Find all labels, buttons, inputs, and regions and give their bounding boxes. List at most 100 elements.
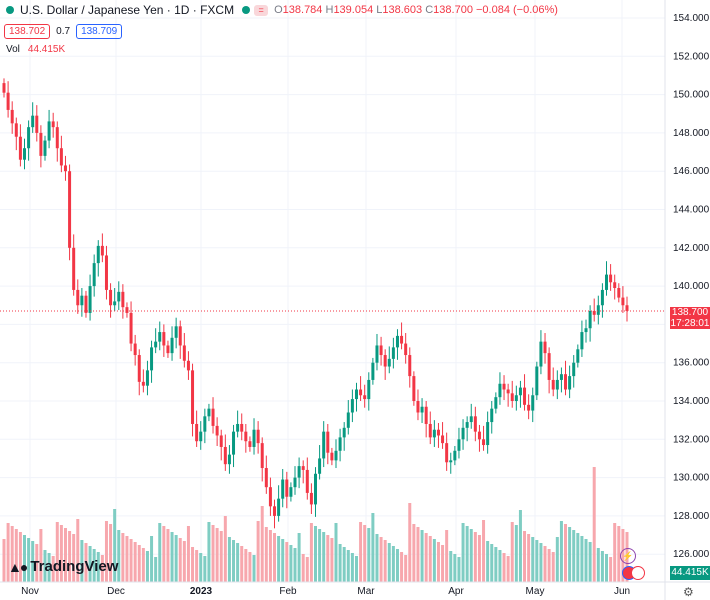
candle-body — [314, 473, 317, 505]
candle-body — [625, 305, 629, 311]
candle-body — [342, 427, 346, 438]
ohlc-values: O138.784 H139.054 L138.603 C138.700 −0.0… — [274, 4, 558, 16]
candle-body — [219, 435, 223, 447]
volume-bar — [596, 548, 600, 582]
sell-button[interactable]: 138.702 — [4, 24, 51, 39]
volume-bar — [535, 540, 539, 582]
candle-body — [551, 379, 555, 390]
volume-bar — [43, 550, 47, 582]
volume-bar — [227, 537, 231, 582]
candle-body — [387, 358, 391, 367]
candle-body — [256, 429, 260, 444]
candle-body — [31, 115, 35, 128]
candle-body — [100, 245, 104, 256]
buy-button[interactable]: 138.709 — [76, 24, 123, 39]
candle-body — [236, 423, 240, 432]
volume-bar — [133, 542, 137, 582]
tradingview-mark-icon: ▲● — [8, 558, 28, 575]
volume-bar — [359, 522, 363, 582]
volume-bar — [490, 544, 494, 582]
volume-bar — [486, 541, 490, 582]
candle-body — [354, 389, 358, 400]
time-axis-label: Apr — [448, 586, 464, 597]
candle-body — [559, 374, 563, 380]
volume-bar — [609, 557, 613, 582]
volume-bar — [387, 543, 391, 582]
volume-bar — [494, 547, 498, 582]
candle-body — [613, 282, 617, 289]
volume-bar — [154, 557, 158, 582]
candle-body — [605, 274, 609, 290]
volume-bar — [170, 532, 174, 582]
candle-body — [191, 370, 195, 424]
lightning-icon[interactable]: ⚡ — [620, 548, 636, 564]
candle-body — [285, 479, 289, 497]
candle-body — [395, 335, 399, 348]
candle-body — [6, 92, 10, 110]
volume-bar — [617, 526, 621, 582]
candle-body — [371, 362, 375, 380]
candle-body — [420, 406, 424, 413]
candle-body — [203, 416, 207, 432]
candle-body — [400, 335, 404, 344]
volume-bar — [346, 550, 350, 582]
volume-bar — [268, 530, 272, 582]
candle-body — [531, 395, 535, 411]
volume-bar — [211, 525, 215, 582]
volume-bar — [195, 550, 199, 582]
volume-bar — [416, 527, 420, 582]
volume-bar — [27, 538, 31, 582]
volume-bar — [564, 524, 568, 582]
volume-bar — [18, 532, 22, 582]
candle-body — [363, 395, 367, 400]
candle-body — [391, 347, 395, 359]
volume-bar — [219, 531, 223, 582]
volume-bar — [236, 543, 240, 582]
jp-flag-icon[interactable] — [631, 566, 645, 580]
volume-bar — [158, 523, 162, 582]
candle-body — [465, 422, 469, 428]
volume-bar — [477, 535, 481, 582]
volume-bar — [14, 529, 18, 582]
volume-bar — [2, 539, 6, 582]
candle-body — [424, 406, 428, 424]
compare-icon[interactable]: = — [254, 4, 269, 16]
market-open-icon — [242, 6, 251, 14]
volume-bar — [121, 533, 125, 582]
volume-bar — [605, 554, 609, 582]
volume-bar — [592, 467, 596, 582]
volume-bar — [264, 527, 268, 582]
candle-body — [43, 140, 47, 156]
volume-bar — [428, 536, 432, 582]
volume-bar — [383, 540, 387, 582]
volume-bar — [203, 556, 207, 582]
candle-body — [436, 429, 440, 436]
candle-body — [588, 310, 592, 329]
volume-bar — [531, 537, 535, 582]
candle-body — [211, 408, 215, 426]
candle-body — [416, 401, 420, 413]
volume-bar — [555, 537, 559, 582]
volume-bar — [588, 542, 592, 582]
candle-body — [158, 332, 162, 342]
volume-bar — [309, 523, 313, 582]
candle-body — [490, 408, 494, 423]
candle-body — [547, 353, 551, 380]
volume-bar — [240, 546, 244, 582]
volume-bar — [150, 536, 154, 582]
symbol-title[interactable]: U.S. Dollar / Japanese Yen · 1D · FXCM — [20, 3, 235, 17]
volume-bar — [539, 543, 543, 582]
volume-bar — [248, 552, 252, 582]
candle-body — [150, 347, 154, 371]
tradingview-logo[interactable]: ▲● TradingView — [8, 558, 119, 575]
candle-body — [178, 326, 182, 346]
volume-bar — [277, 536, 281, 582]
volume-bar — [301, 554, 305, 582]
volume-legend[interactable]: Vol 44.415K — [6, 44, 66, 55]
candle-body — [125, 307, 129, 313]
candle-body — [322, 431, 326, 459]
volume-bar — [436, 542, 440, 582]
candle-body — [186, 360, 190, 371]
settings-gear-icon[interactable]: ⚙ — [683, 585, 694, 599]
